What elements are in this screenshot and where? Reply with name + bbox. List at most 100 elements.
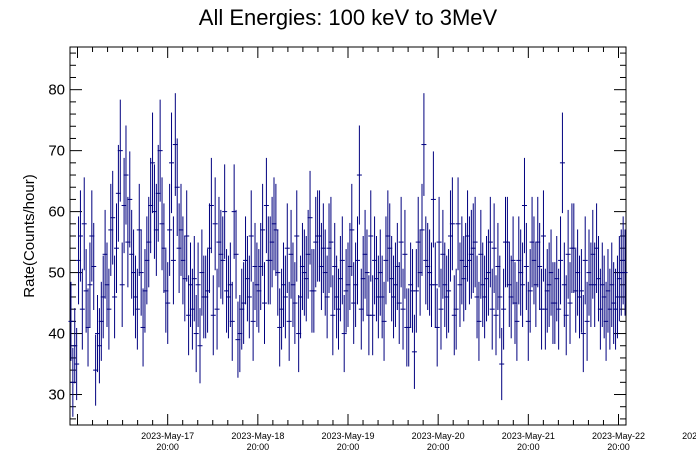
data-point <box>311 249 317 333</box>
data-point <box>563 275 569 356</box>
data-point <box>79 268 85 350</box>
data-point <box>493 275 499 356</box>
data-point <box>368 190 374 282</box>
data-point <box>184 190 190 282</box>
data-point <box>540 190 546 282</box>
data-point <box>432 242 438 328</box>
x-tick-label-time: 20:00 <box>156 442 179 452</box>
data-point <box>559 112 565 214</box>
data-point <box>370 275 376 356</box>
x-tick-label-time: 20:00 <box>517 442 540 452</box>
x-tick-label-time: 20:00 <box>427 442 450 452</box>
data-point <box>161 203 167 293</box>
data-point <box>307 170 313 265</box>
data-point <box>119 242 125 328</box>
data-point <box>328 196 334 288</box>
data-point <box>170 216 176 305</box>
y-tick-label: 40 <box>48 326 65 343</box>
x-tick-label-date: 2023-May-20 <box>412 431 465 441</box>
data-point <box>349 183 355 276</box>
data-point <box>558 216 564 305</box>
x-tick-label-time: 20:00 <box>247 442 270 452</box>
data-point <box>286 281 292 361</box>
data-point <box>165 262 171 344</box>
data-point <box>208 157 214 254</box>
x-tick-label-date: 2023-May-19 <box>321 431 374 441</box>
data-point <box>275 229 281 316</box>
data-point <box>222 164 228 259</box>
data-point <box>411 314 417 389</box>
data-point <box>527 249 533 333</box>
data-point <box>510 216 516 305</box>
data-point <box>214 268 220 350</box>
y-tick-label: 60 <box>48 204 65 221</box>
data-point <box>127 151 133 248</box>
data-point <box>567 262 573 344</box>
data-point <box>571 203 577 293</box>
data-point <box>501 268 507 350</box>
data-point <box>106 268 112 350</box>
data-point <box>113 203 119 293</box>
data-point <box>419 183 425 276</box>
data-point <box>260 183 266 276</box>
data-point <box>398 196 404 288</box>
data-point <box>85 288 91 367</box>
data-point <box>556 268 562 350</box>
data-point <box>112 255 118 339</box>
data-point <box>537 222 543 311</box>
x-tick-label-date: 2023-May-18 <box>231 431 284 441</box>
data-point <box>324 255 330 339</box>
y-tick-label: 80 <box>48 82 65 99</box>
data-point <box>330 275 336 356</box>
data-point <box>364 229 370 316</box>
data-point <box>622 229 628 316</box>
data-point <box>472 196 478 288</box>
data-point <box>438 268 444 350</box>
data-point <box>339 216 345 305</box>
data-point <box>250 281 256 361</box>
data-point <box>248 190 254 282</box>
y-axis-label: Rate(Counts/hour) <box>21 174 38 297</box>
data-point <box>476 281 482 361</box>
x-tick-label-time: 20:00 <box>337 442 360 452</box>
data-point <box>434 288 440 367</box>
data-point <box>292 262 298 344</box>
data-point <box>117 99 123 202</box>
data-point <box>174 138 180 236</box>
data-point <box>413 249 419 333</box>
data-point <box>284 203 290 293</box>
x-tick-label-date: 2023-May-17 <box>141 431 194 441</box>
data-point <box>406 288 412 367</box>
data-point <box>487 196 493 288</box>
data-point <box>246 255 252 339</box>
data-point <box>499 327 505 401</box>
data-point <box>565 209 571 299</box>
data-point <box>233 209 239 299</box>
data-point <box>220 216 226 305</box>
data-point <box>138 229 144 316</box>
data-point <box>77 190 83 282</box>
data-point <box>396 262 402 344</box>
data-point <box>381 281 387 361</box>
x-tick-label-date: 2023-May-22 <box>592 431 645 441</box>
data-point <box>402 209 408 299</box>
data-point <box>263 157 269 254</box>
data-point <box>68 281 74 361</box>
data-point <box>212 177 218 271</box>
data-point <box>193 294 199 373</box>
data-point <box>157 99 163 202</box>
y-tick-label: 50 <box>48 265 65 282</box>
data-point <box>580 294 586 373</box>
x-tick-label-date: 2023-May-23 <box>682 431 696 441</box>
data-point <box>514 281 520 361</box>
data-point <box>489 268 495 350</box>
data-point <box>197 308 203 384</box>
data-point <box>282 255 288 339</box>
data-series <box>68 93 628 417</box>
data-point <box>87 242 93 328</box>
data-point <box>584 281 590 361</box>
data-point <box>294 190 300 282</box>
data-point <box>521 157 527 254</box>
data-point <box>341 294 347 373</box>
